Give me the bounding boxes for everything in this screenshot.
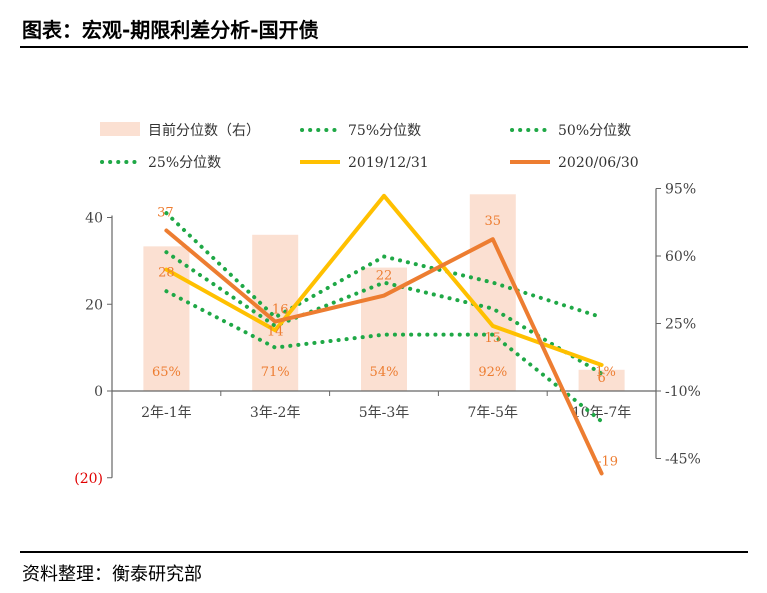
chart-title: 图表：宏观-期限利差分析-国开债 [22,18,319,42]
legend-label: 2020/06/30 [558,155,639,171]
legend-item-4: 2019/12/31 [300,155,429,171]
legend: 目前分位数（右） 75%分位数 50%分位数 25%分位数 2019/12/31 2020… [100,122,639,171]
bar-value-label: 54% [370,365,399,380]
data-label: 28 [158,266,175,281]
data-label: 22 [376,269,393,284]
category-label: 5年-3年 [359,405,410,421]
footer-rule [20,551,748,553]
legend-item-1: 75%分位数 [300,123,421,139]
series-line-3 [164,193,604,367]
left-tick-label: 20 [85,297,103,313]
data-label: 37 [157,206,174,221]
right-tick-label: 60% [665,249,696,265]
legend-label: 目前分位数（右） [148,122,260,139]
left-tick-label: 40 [85,211,103,227]
legend-label: 50%分位数 [558,123,631,139]
data-label: 14 [267,324,284,339]
title-rule [20,46,748,48]
left-tick-label: 0 [94,384,103,400]
legend-item-5: 2020/06/30 [510,155,639,171]
category-label: 10年-7年 [572,405,631,421]
series-line-1 [164,250,604,376]
left-tick-label: (20) [74,471,103,487]
source-note: 资料整理：衡泰研究部 [22,564,202,585]
axes: (20) 0 20 40 -45% -10% 25% 60% 95% 2年-1年 3年-2年 5年-3… [74,182,701,487]
line-series [164,193,604,476]
data-labels: 28 14 15 6 37 16 22 35 -19 65% 71% 54% 92% 1% [152,206,618,470]
legend-item-2: 50%分位数 [510,123,631,139]
right-tick-label: 95% [665,182,696,198]
bar-series-current-percentile [143,194,625,391]
legend-item-0: 目前分位数（右） [100,122,260,139]
legend-label: 75%分位数 [348,123,421,139]
legend-label: 2019/12/31 [348,155,429,171]
category-label: 3年-2年 [250,405,301,421]
data-label: -19 [597,454,618,469]
right-tick-label: 25% [665,317,696,333]
bar-value-label: 1% [595,365,616,380]
bar-4 [578,369,625,391]
legend-item-3: 25%分位数 [100,155,221,171]
legend-swatch-bar [100,122,140,136]
data-label: 15 [485,331,502,346]
bar-3 [469,194,516,391]
bar-value-label: 71% [261,365,290,380]
right-tick-label: -45% [665,452,701,468]
series-line-4 [164,228,604,476]
data-label: 35 [485,214,502,229]
series-line-2 [164,289,604,424]
legend-label: 25%分位数 [148,155,221,171]
series-line-0 [164,211,604,320]
data-label: 6 [597,371,605,386]
category-label: 2年-1年 [141,405,192,421]
category-label: 7年-5年 [468,405,519,421]
bar-value-label: 92% [478,365,507,380]
data-label: 16 [272,303,289,318]
right-tick-label: -10% [665,384,701,400]
bar-value-label: 65% [152,365,181,380]
